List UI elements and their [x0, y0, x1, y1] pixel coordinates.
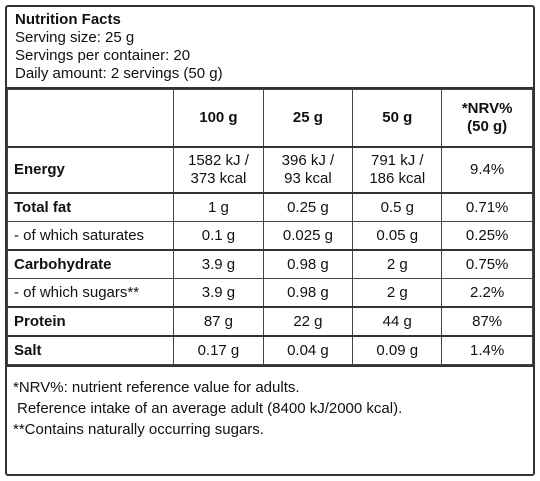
cell-line: 2.2%: [470, 283, 505, 301]
cell: 2.2%: [441, 278, 533, 308]
cell: 0.25%: [441, 221, 533, 251]
column-header: 25 g: [262, 89, 354, 148]
cell-line: 2 g: [386, 283, 408, 301]
cell-line: 50 g: [382, 109, 413, 126]
cell-line: 373 kcal: [190, 170, 247, 187]
cell: 9.4%: [441, 146, 533, 194]
cell-line: 25 g: [292, 109, 323, 126]
cell-line: 0.1 g: [201, 226, 236, 244]
serving-line: Daily amount: 2 servings (50 g): [15, 65, 223, 82]
row: Total fat 1 g 0.25 g 0.5 g 0.71%: [6, 192, 533, 222]
row-label: Energy: [6, 146, 175, 194]
cell-line: 3.9 g: [201, 283, 236, 301]
cell-line: 87%: [472, 312, 503, 330]
row: - of which sugars** 3.9 g 0.98 g 2 g 2.2%: [6, 278, 533, 308]
row: Carbohydrate 3.9 g 0.98 g 2 g 0.75%: [6, 249, 533, 279]
column-header: 100 g: [173, 89, 264, 148]
cell-line: *NRV%: [461, 100, 513, 117]
cell: 0.1 g: [173, 221, 264, 251]
row: Salt 0.17 g 0.04 g 0.09 g 1.4%: [6, 335, 533, 365]
cell-line: 0.04 g: [287, 341, 329, 359]
cell: 3.9 g: [173, 278, 264, 308]
title: Nutrition Facts: [15, 11, 121, 28]
row: - of which saturates 0.1 g 0.025 g 0.05 g 0.…: [6, 221, 533, 251]
cell: 0.98 g: [262, 278, 354, 308]
header-row: 100 g 25 g 50 g *NRV% (50 g): [6, 89, 533, 148]
cell: 0.25 g: [262, 192, 354, 222]
serving-line: Servings per container: 20: [15, 47, 191, 64]
row-label: Protein: [6, 306, 175, 337]
column-header: 50 g: [352, 89, 443, 148]
cell: 0.025 g: [262, 221, 354, 251]
cell-line: 3.9 g: [201, 255, 236, 273]
cell-line: 1 g: [207, 198, 229, 216]
cell: 2 g: [352, 278, 443, 308]
corner-cell: [6, 89, 175, 148]
cell: 791 kJ /186 kcal: [352, 146, 443, 194]
cell: 2 g: [352, 249, 443, 279]
row-label: Salt: [6, 335, 175, 365]
cell-line: 186 kcal: [369, 170, 426, 187]
cell-line: 9.4%: [470, 161, 505, 178]
cell-line: 0.98 g: [287, 283, 329, 301]
row-label: Total fat: [6, 192, 175, 222]
cell-line: (50 g): [467, 118, 508, 135]
nutrition-table: 100 g 25 g 50 g *NRV% (50 g) Energy 1582 kJ /3…: [6, 89, 533, 365]
cell-line: 0.98 g: [287, 255, 329, 273]
cell-line: 0.25%: [465, 226, 509, 244]
cell: 0.04 g: [262, 335, 354, 365]
cell-line: 1582 kJ /: [187, 152, 249, 169]
cell: 0.17 g: [173, 335, 264, 365]
cell-line: 0.5 g: [380, 198, 414, 216]
cell-line: 0.71%: [465, 198, 509, 216]
footnote: *NRV%: nutrient reference value for adul…: [13, 379, 300, 396]
cell-line: 0.25 g: [287, 198, 329, 216]
row: Energy 1582 kJ /373 kcal 396 kJ /93 kcal 79…: [6, 146, 533, 194]
cell-line: 1.4%: [470, 341, 505, 359]
cell-line: 87 g: [203, 312, 234, 330]
cell: 22 g: [262, 306, 354, 337]
cell-line: 0.05 g: [376, 226, 419, 244]
cell: 396 kJ /93 kcal: [262, 146, 354, 194]
cell-line: 396 kJ /: [281, 152, 335, 169]
row-label: - of which saturates: [6, 221, 175, 251]
cell: 0.05 g: [352, 221, 443, 251]
cell-line: 0.75%: [465, 255, 509, 273]
row: Protein 87 g 22 g 44 g 87%: [6, 306, 533, 337]
label: Nutrition Facts Serving size: 25 g Servin…: [5, 5, 535, 476]
cell: 0.75%: [441, 249, 533, 279]
cell-line: 93 kcal: [284, 170, 332, 187]
cell: 3.9 g: [173, 249, 264, 279]
cell: 87%: [441, 306, 533, 337]
cell: 0.09 g: [352, 335, 443, 365]
cell-line: 100 g: [199, 109, 238, 126]
cell: 1 g: [173, 192, 264, 222]
column-header: *NRV% (50 g): [441, 89, 533, 148]
footnotes: *NRV%: nutrient reference value for adul…: [7, 365, 533, 450]
cell: 44 g: [352, 306, 443, 337]
header: Nutrition Facts Serving size: 25 g Servin…: [7, 7, 533, 89]
cell-line: 0.17 g: [197, 341, 240, 359]
cell: 0.5 g: [352, 192, 443, 222]
cell: 0.71%: [441, 192, 533, 222]
cell-line: 44 g: [382, 312, 412, 330]
cell-line: 0.025 g: [282, 226, 333, 244]
cell-line: 22 g: [293, 312, 323, 330]
cell: 1582 kJ /373 kcal: [173, 146, 264, 194]
cell: 0.98 g: [262, 249, 354, 279]
cell: 1.4%: [441, 335, 533, 365]
cell-line: 791 kJ /: [371, 152, 424, 169]
cell-line: 2 g: [386, 255, 408, 273]
row-label: Carbohydrate: [6, 249, 175, 279]
cell-line: 0.09 g: [376, 341, 419, 359]
cell: 87 g: [173, 306, 264, 337]
footnote: Reference intake of an average adult (84…: [17, 400, 403, 417]
footnote: **Contains naturally occurring sugars.: [13, 421, 264, 438]
serving-line: Serving size: 25 g: [15, 29, 135, 46]
row-label: - of which sugars**: [6, 278, 175, 308]
